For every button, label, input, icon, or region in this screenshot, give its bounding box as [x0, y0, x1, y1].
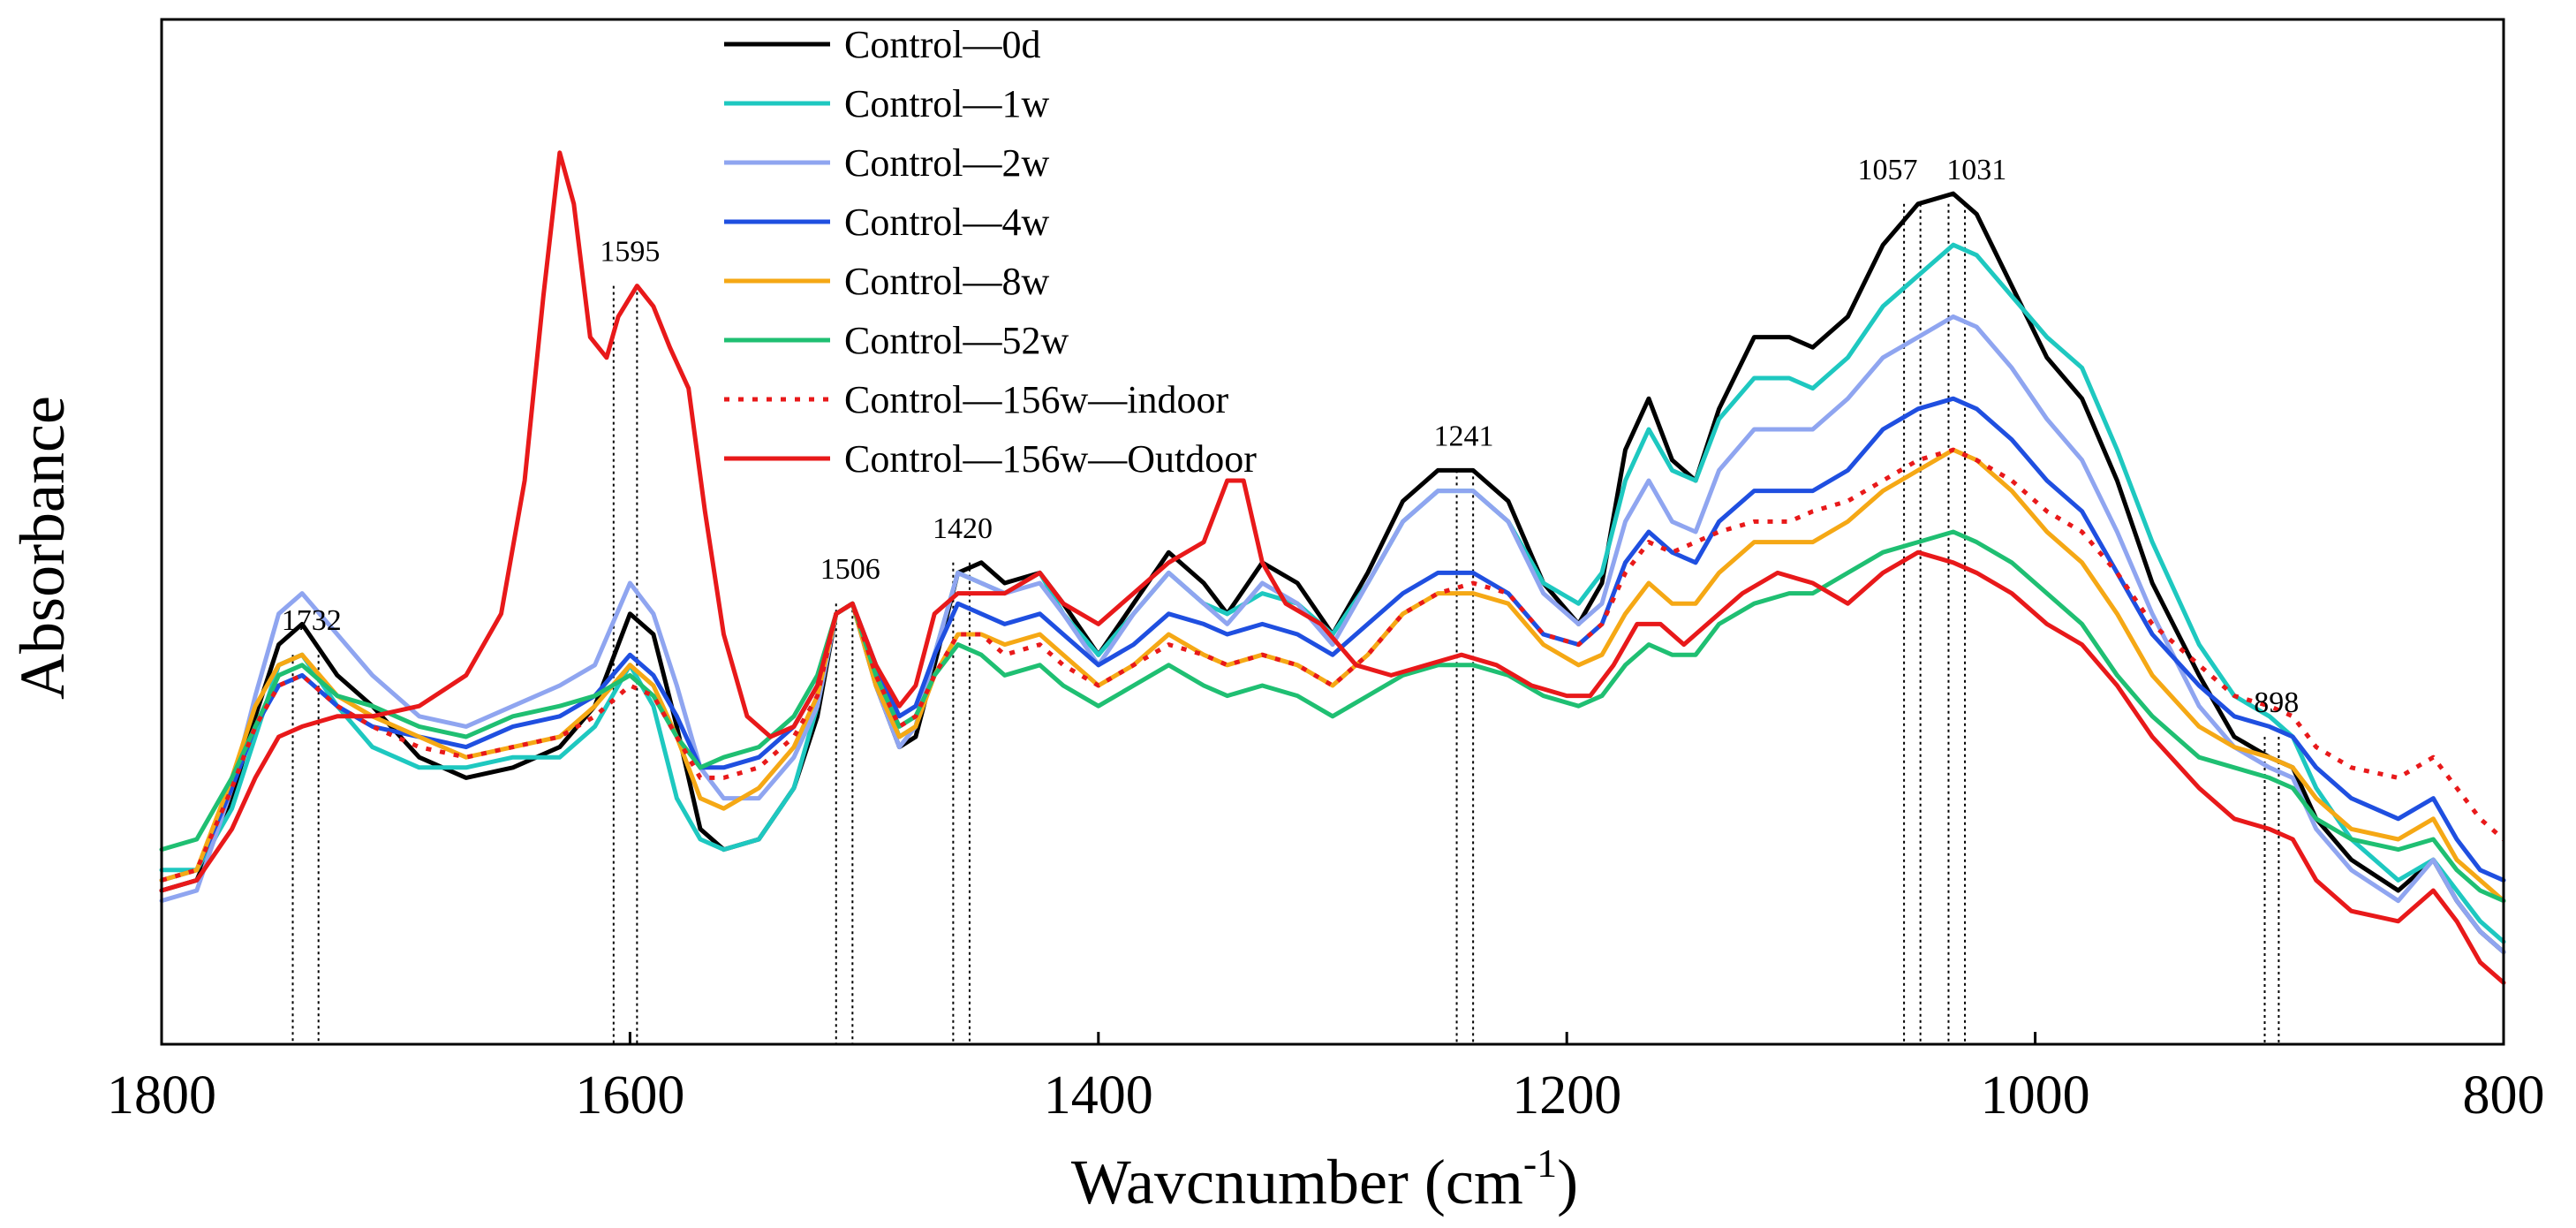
- x-axis-title: Wavcnumber (cm-1): [1071, 1141, 1578, 1217]
- x-tick-label: 1200: [1512, 1065, 1621, 1126]
- peak-label: 1732: [282, 604, 342, 637]
- spectrum-series: [159, 150, 2506, 985]
- peak-label: 1241: [1434, 420, 1494, 452]
- legend-label-2: Control—2w: [844, 141, 1049, 185]
- legend: Control—0d Control—1w Control—2w Control—4w…: [724, 23, 1257, 481]
- x-tick-label: 1600: [575, 1065, 684, 1126]
- legend-label-7: Control—156w—Outdoor: [844, 437, 1257, 481]
- x-tick-label: 1000: [1981, 1065, 2090, 1126]
- peak-labels: 1732 1595 1506 1420 1241 1057 1031 898: [282, 154, 2300, 719]
- legend-label-4: Control—8w: [844, 260, 1049, 303]
- series-line-3: [159, 396, 2506, 883]
- y-axis-title: Absorbance: [7, 396, 78, 700]
- peak-label: 1420: [933, 512, 993, 545]
- series-line-0: [159, 191, 2506, 955]
- peak-label: 1057: [1858, 154, 1918, 186]
- x-tick-label: 1800: [107, 1065, 216, 1126]
- x-tick-label: 800: [2463, 1065, 2545, 1126]
- plot-frame: [160, 18, 2505, 1046]
- series-line-7: [159, 150, 2506, 985]
- series-line-6: [161, 447, 2505, 883]
- x-axis-title-tail: ): [1557, 1147, 1578, 1217]
- series-line-5: [159, 529, 2506, 904]
- legend-label-1: Control—1w: [844, 82, 1049, 125]
- legend-label-0: Control—0d: [844, 23, 1040, 66]
- series-line-2: [159, 314, 2506, 955]
- peak-label: 1031: [1946, 154, 2006, 186]
- peak-marker-lines: [291, 203, 2280, 1044]
- legend-label-5: Control—52w: [844, 319, 1069, 362]
- x-tick-label: 1400: [1044, 1065, 1153, 1126]
- series-line-4: [159, 447, 2506, 904]
- peak-label: 1595: [600, 236, 660, 269]
- legend-label-3: Control—4w: [844, 201, 1049, 244]
- x-axis-ticks: 1800 1600 1400 1200 1000 800: [107, 1032, 2545, 1126]
- x-axis-title-superscript: -1: [1523, 1141, 1557, 1186]
- x-axis-title-main: Wavcnumber (cm: [1071, 1147, 1523, 1217]
- peak-label: 1506: [820, 553, 880, 586]
- peak-label: 898: [2254, 686, 2299, 719]
- legend-label-6: Control—156w—indoor: [844, 378, 1228, 421]
- series-line-1: [159, 242, 2506, 944]
